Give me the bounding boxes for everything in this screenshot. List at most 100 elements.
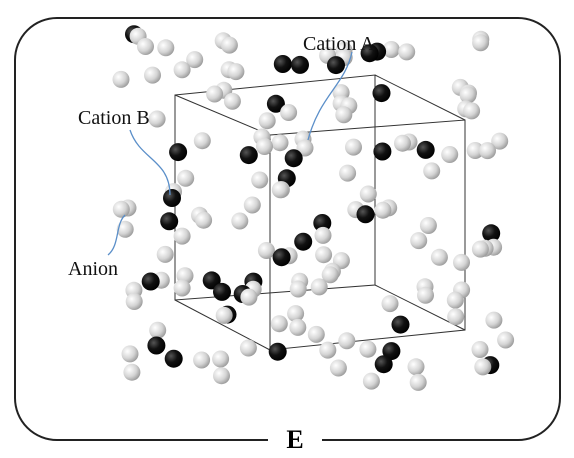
anion-atom xyxy=(419,217,437,234)
anion-atom xyxy=(215,306,233,324)
cation xyxy=(163,189,181,207)
cation xyxy=(327,56,345,75)
anion-atom xyxy=(289,318,307,336)
cation xyxy=(272,248,291,267)
anion-atom xyxy=(177,169,195,187)
panel-label-bg xyxy=(268,422,322,458)
cation xyxy=(294,232,313,251)
anion-atom xyxy=(258,112,276,130)
cation xyxy=(268,342,287,361)
cation xyxy=(147,336,166,355)
cation xyxy=(213,282,231,301)
anion-atom xyxy=(173,227,191,245)
cation xyxy=(382,342,401,361)
anion-atom xyxy=(206,85,224,103)
cation xyxy=(239,146,258,165)
anion-atom xyxy=(407,358,425,376)
cation xyxy=(373,142,392,161)
anion-atom xyxy=(463,102,481,120)
anion-atom xyxy=(479,142,496,160)
cation xyxy=(416,140,435,159)
anion-atom xyxy=(307,325,325,343)
anion-atom xyxy=(148,110,166,128)
anion-atom xyxy=(430,248,448,266)
anion-atom xyxy=(287,305,305,323)
anion-atom xyxy=(329,359,347,377)
anion-atom xyxy=(296,139,314,157)
anion-atom xyxy=(398,43,416,61)
anion-atom xyxy=(257,242,275,259)
anion-atom xyxy=(447,308,465,326)
anion-atom xyxy=(156,245,174,263)
anion-atom xyxy=(359,185,377,203)
cation xyxy=(374,355,393,374)
anion-atom xyxy=(485,311,503,329)
anion-atom xyxy=(213,367,230,385)
cation xyxy=(482,224,501,243)
anion-atom xyxy=(112,70,130,88)
anion-atom xyxy=(410,232,428,250)
anion-atom xyxy=(315,246,333,264)
anion-atom xyxy=(144,66,161,84)
anion-atom xyxy=(382,41,400,58)
cation xyxy=(160,212,179,231)
anion-atom xyxy=(474,358,492,376)
cation xyxy=(356,205,375,224)
anion-atom xyxy=(335,106,353,124)
anion-atom xyxy=(374,201,392,219)
anion-atom xyxy=(212,350,230,368)
cation xyxy=(284,149,303,168)
anion-atom xyxy=(394,134,411,152)
label-anion: Anion xyxy=(68,258,118,280)
anion-atom xyxy=(423,162,441,180)
anion-atom xyxy=(441,146,459,163)
cation xyxy=(273,55,292,73)
anion-atom xyxy=(310,278,328,296)
anion-atom xyxy=(491,132,509,150)
anion-atom xyxy=(193,132,211,150)
anion-atom xyxy=(239,339,257,357)
anion-atom xyxy=(446,291,464,309)
anion-atom xyxy=(116,220,134,238)
anion-atom xyxy=(157,39,175,57)
anion-atom xyxy=(125,293,143,310)
anion-atom xyxy=(195,211,213,229)
anion-atom xyxy=(223,92,241,110)
unit-cell xyxy=(174,74,466,351)
leader-lines xyxy=(107,51,353,256)
label-cation-b: Cation B xyxy=(78,107,150,129)
panel-border xyxy=(14,17,561,441)
anion-atom xyxy=(471,240,489,258)
anion-atom xyxy=(186,51,204,69)
anion-atom xyxy=(362,372,380,390)
anion-atom xyxy=(149,321,167,339)
cation xyxy=(141,272,160,291)
anion-atom xyxy=(173,279,191,297)
anion-atom xyxy=(193,351,211,369)
anion-atom xyxy=(417,286,434,304)
anion-atom xyxy=(359,340,377,358)
label-cation-a: Cation A xyxy=(303,33,375,55)
anion-atom xyxy=(231,212,249,230)
anion-atom xyxy=(497,331,515,349)
anion-atom xyxy=(227,63,245,81)
anion-atom xyxy=(314,226,332,244)
anion-atom xyxy=(466,142,484,159)
cation xyxy=(169,143,188,162)
anion-atom xyxy=(271,134,289,152)
cation xyxy=(266,94,285,113)
atoms xyxy=(112,25,515,391)
anion-atom xyxy=(459,86,477,104)
anion-atom xyxy=(319,341,337,359)
anion-atom xyxy=(271,181,289,199)
anion-atom xyxy=(220,36,238,54)
anion-atom xyxy=(381,295,399,313)
cation xyxy=(164,349,183,368)
anion-atom xyxy=(251,171,269,189)
anion-atom xyxy=(321,266,339,284)
anion-atom xyxy=(243,196,261,214)
cation xyxy=(372,84,391,103)
anion-atom xyxy=(453,253,470,271)
anion-atom xyxy=(123,363,141,381)
